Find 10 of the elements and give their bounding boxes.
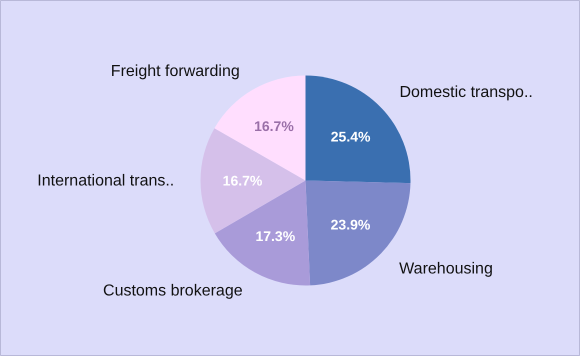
slice-label: Warehousing — [399, 260, 493, 278]
data-label: 16.7% — [254, 118, 294, 134]
data-label: 17.3% — [255, 228, 296, 244]
data-label: 16.7% — [222, 172, 263, 189]
data-label: 23.9% — [330, 216, 371, 233]
slice-label: Customs brokerage — [103, 282, 243, 300]
data-label: 25.4% — [330, 128, 372, 145]
slice-label: Freight forwarding — [110, 62, 240, 80]
slice-label: Domestic transpo.. — [399, 84, 533, 102]
slice-label: International trans.. — [37, 172, 174, 190]
